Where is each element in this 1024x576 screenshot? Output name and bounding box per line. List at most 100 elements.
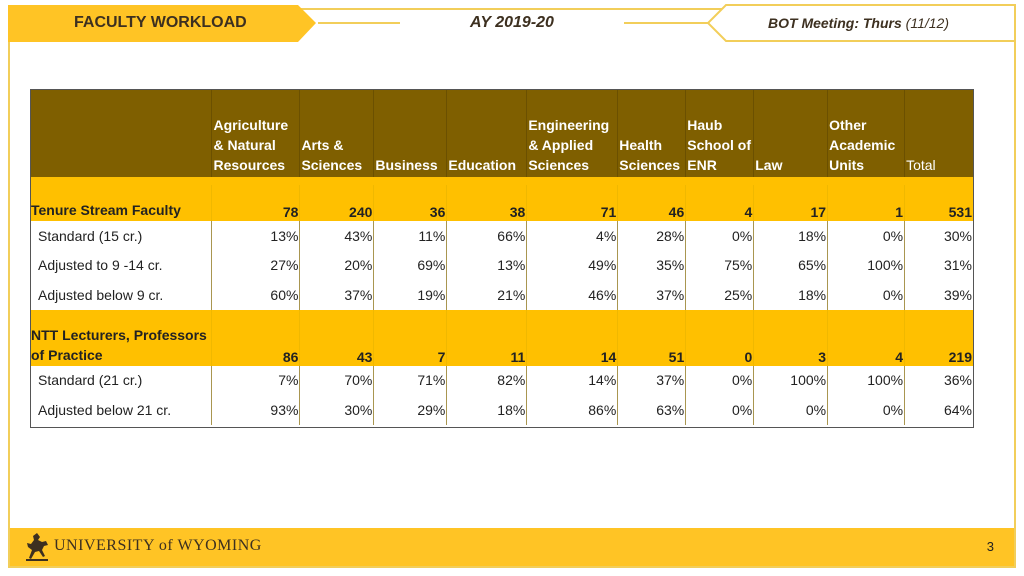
percent-cell: 65%	[753, 250, 829, 280]
column-header-line: Education	[448, 157, 517, 173]
column-header-line: & Natural	[213, 137, 276, 153]
group-count-cell: 240	[299, 185, 375, 221]
column-header: Agriculture & Natural Resources	[211, 89, 301, 177]
percent-cell: 49%	[526, 250, 619, 280]
group-row: Tenure Stream Faculty 78 240 36 38 71 46 4 17 1 53…	[30, 185, 974, 221]
percent-cell: 46%	[526, 280, 619, 310]
column-header-line: Units	[829, 157, 865, 173]
percent-cell: 19%	[373, 280, 448, 310]
percent-cell: 69%	[373, 250, 448, 280]
column-header-line: Resources	[213, 157, 286, 173]
group-count-cell: 78	[211, 185, 301, 221]
percent-cell: 30%	[904, 221, 974, 251]
workload-table: Agriculture & Natural Resources Arts & Scien…	[30, 89, 974, 425]
column-header: Other Academic Units	[827, 89, 906, 177]
tab-right-shape	[706, 4, 1016, 42]
column-header-line: Academic	[829, 137, 896, 153]
header-blank-cell	[30, 89, 213, 177]
column-header-line: & Applied	[528, 137, 594, 153]
percent-cell: 0%	[827, 395, 906, 425]
table-row: Adjusted below 21 cr. 93% 30% 29% 18% 86% 63% 0…	[30, 395, 974, 425]
percent-cell: 18%	[753, 221, 829, 251]
column-header: Health Sciences	[617, 89, 687, 177]
percent-cell: 27%	[211, 250, 301, 280]
row-label: Adjusted to 9 -14 cr.	[30, 250, 213, 280]
percent-cell: 30%	[299, 395, 375, 425]
column-header-line: Other	[829, 117, 867, 133]
page-number: 3	[986, 539, 994, 554]
percent-cell: 14%	[526, 365, 619, 395]
meeting-day: BOT Meeting: Thurs	[768, 15, 902, 31]
group-count-cell: 11	[446, 309, 528, 366]
percent-cell: 29%	[373, 395, 448, 425]
column-header-line: Engineering	[528, 117, 610, 133]
percent-cell: 7%	[211, 365, 301, 395]
group-label: NTT Lecturers, Professors of Practice	[30, 309, 213, 366]
percent-cell: 43%	[299, 221, 375, 251]
group-count-cell: 86	[211, 309, 301, 366]
group-label-line: of Practice	[31, 346, 103, 363]
percent-cell: 37%	[617, 280, 687, 310]
column-header-row: Agriculture & Natural Resources Arts & Scien…	[30, 89, 974, 177]
column-header-line: ENR	[687, 157, 717, 173]
header-tab-right: BOT Meeting: Thurs (11/12)	[706, 4, 1016, 42]
percent-cell: 93%	[211, 395, 301, 425]
column-header: Law	[753, 89, 829, 177]
footer-bar: UNIVERSITY of WYOMING 3	[10, 528, 1014, 566]
column-header-line: Sciences	[301, 157, 363, 173]
group-count-cell: 531	[904, 185, 974, 221]
group-count-cell: 0	[685, 309, 755, 366]
column-header-line: Arts &	[301, 137, 344, 153]
column-header: Education	[446, 89, 528, 177]
percent-cell: 13%	[211, 221, 301, 251]
percent-cell: 66%	[446, 221, 528, 251]
percent-cell: 100%	[827, 250, 906, 280]
group-count-cell: 14	[526, 309, 619, 366]
percent-cell: 31%	[904, 250, 974, 280]
bucking-horse-logo-icon	[26, 533, 48, 561]
table-row: Standard (21 cr.) 7% 70% 71% 82% 14% 37% 0% 100%…	[30, 365, 974, 395]
column-header-line: Agriculture	[213, 117, 289, 133]
percent-cell: 64%	[904, 395, 974, 425]
university-name: UNIVERSITY of WYOMING	[54, 537, 262, 554]
percent-cell: 20%	[299, 250, 375, 280]
percent-cell: 37%	[617, 365, 687, 395]
percent-cell: 18%	[753, 280, 829, 310]
column-header: Arts & Sciences	[299, 89, 375, 177]
percent-cell: 86%	[526, 395, 619, 425]
row-label: Adjusted below 9 cr.	[30, 280, 213, 310]
column-header-line: Business	[375, 157, 438, 173]
group-count-cell: 51	[617, 309, 687, 366]
percent-cell: 0%	[753, 395, 829, 425]
percent-cell: 37%	[299, 280, 375, 310]
meeting-date: (11/12)	[905, 15, 949, 31]
group-label: Tenure Stream Faculty	[30, 185, 213, 221]
group-row: NTT Lecturers, Professors of Practice 86 43…	[30, 309, 974, 366]
percent-cell: 100%	[753, 365, 829, 395]
table-row: Standard (15 cr.) 13% 43% 11% 66% 4% 28% 0% 18% 0…	[30, 221, 974, 251]
header-tab-left: FACULTY WORKLOAD	[8, 5, 316, 42]
header-rule-left	[318, 22, 400, 24]
group-count-cell: 1	[827, 185, 906, 221]
group-count-cell: 46	[617, 185, 687, 221]
percent-cell: 0%	[685, 365, 755, 395]
percent-cell: 11%	[373, 221, 448, 251]
row-label: Standard (21 cr.)	[30, 365, 213, 395]
row-label: Adjusted below 21 cr.	[30, 395, 213, 425]
column-header-line: Sciences	[528, 157, 590, 173]
group-count-cell: 3	[753, 309, 829, 366]
percent-cell: 0%	[685, 221, 755, 251]
header-rule-right	[624, 22, 708, 24]
percent-cell: 70%	[299, 365, 375, 395]
group-label-line: NTT Lecturers, Professors	[31, 326, 207, 343]
percent-cell: 63%	[617, 395, 687, 425]
percent-cell: 4%	[526, 221, 619, 251]
group-count-cell: 43	[299, 309, 375, 366]
percent-cell: 75%	[685, 250, 755, 280]
column-header-line: Health	[619, 137, 663, 153]
column-header: Total	[904, 89, 974, 177]
percent-cell: 0%	[827, 221, 906, 251]
column-header-line: School of	[687, 137, 752, 153]
column-header-line: Haub	[687, 117, 723, 133]
group-count-cell: 71	[526, 185, 619, 221]
